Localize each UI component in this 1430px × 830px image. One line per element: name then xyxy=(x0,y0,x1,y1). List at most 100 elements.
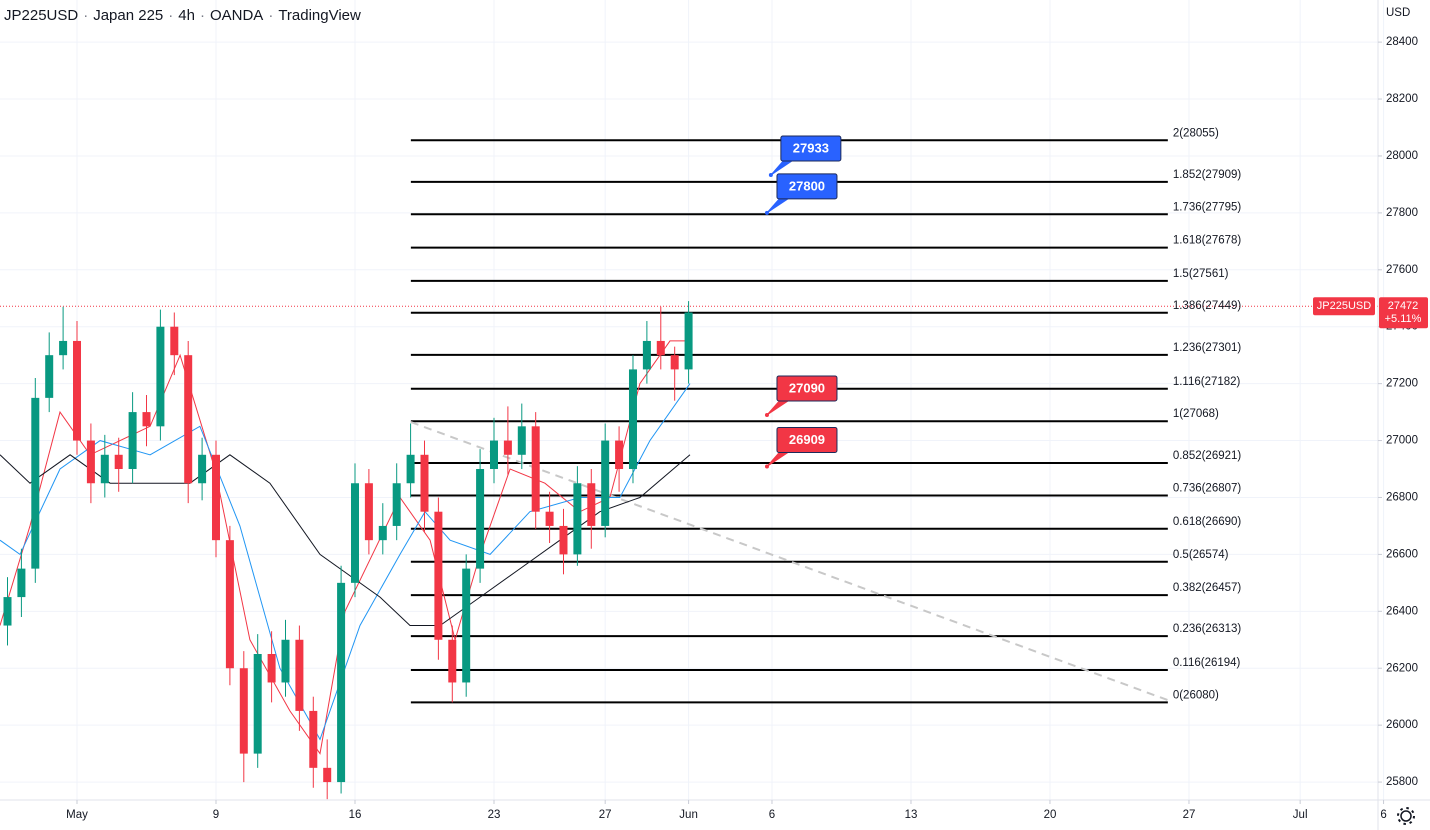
y-tick-label: 28400 xyxy=(1386,36,1418,48)
x-tick-label: 27 xyxy=(1183,809,1196,821)
fib-label: 1.386(27449) xyxy=(1173,300,1242,312)
callout-anchor xyxy=(768,173,773,178)
candle-body xyxy=(628,369,637,470)
candle-body xyxy=(128,412,137,470)
fib-label: 0.116(26194) xyxy=(1173,657,1241,669)
callout-box xyxy=(776,375,838,402)
y-tick-label: 26600 xyxy=(1386,548,1418,560)
y-tick-label: 28200 xyxy=(1386,93,1418,105)
candle-body xyxy=(142,412,151,427)
candle-body xyxy=(503,440,512,455)
y-tick-label: 25800 xyxy=(1386,776,1418,788)
y-tick-label: 27000 xyxy=(1386,435,1418,447)
x-tick-label: 16 xyxy=(349,809,362,821)
fib-label: 0.618(26690) xyxy=(1173,516,1242,528)
header-item: 4h xyxy=(178,7,195,24)
candle-body xyxy=(573,483,582,555)
candle-body xyxy=(476,469,485,569)
fib-label: 0.236(26313) xyxy=(1173,623,1242,635)
fib-label: 1.852(27909) xyxy=(1173,169,1242,181)
candle-body xyxy=(392,483,401,526)
candle-body xyxy=(239,668,248,754)
callout-anchor xyxy=(764,412,769,417)
callout-box xyxy=(776,426,838,453)
fib-label: 0.852(26921) xyxy=(1173,450,1242,462)
x-tick-label: May xyxy=(66,809,88,821)
fib-label: 1.116(27182) xyxy=(1173,376,1241,388)
candle-body xyxy=(156,326,165,427)
candle-body xyxy=(114,454,123,470)
candle-body xyxy=(198,454,207,484)
callout-label: 26909 xyxy=(789,432,825,447)
candle-body xyxy=(323,767,332,783)
candle-body xyxy=(670,355,679,370)
candle-body xyxy=(3,597,12,626)
y-tick-label: 27200 xyxy=(1386,378,1418,390)
currency-label: USD xyxy=(1386,7,1410,19)
last-price-label: 27472 xyxy=(1388,300,1419,312)
x-tick-label: 20 xyxy=(1044,809,1057,821)
chart-header: JP225USD · Japan 225 · 4h · OANDA · TradingView xyxy=(4,7,361,24)
header-item: JP225USD xyxy=(4,7,78,24)
fib-label: 1(27068) xyxy=(1173,408,1219,420)
x-tick-label: 23 xyxy=(488,809,501,821)
callout-box xyxy=(780,135,842,162)
y-tick-label: 26000 xyxy=(1386,719,1418,731)
fib-label: 0.736(26807) xyxy=(1173,483,1242,495)
candle-body xyxy=(253,654,262,754)
candle-body xyxy=(489,440,498,470)
plot: 2(28055) 1.852(27909) 1.736(27795) 1.618(27… xyxy=(0,127,1378,800)
settings-icon[interactable] xyxy=(1397,807,1415,825)
candle-body xyxy=(267,654,276,683)
fib-label: 1.618(27678) xyxy=(1173,235,1242,247)
candle-body xyxy=(73,340,82,441)
candle-body xyxy=(337,582,346,783)
candle-body xyxy=(309,710,318,768)
candle-body xyxy=(462,568,471,683)
x-tick-label: 9 xyxy=(213,809,219,821)
candle-body xyxy=(100,454,109,484)
candle-body xyxy=(420,454,429,512)
y-tick-label: 26200 xyxy=(1386,662,1418,674)
candle-body xyxy=(531,426,540,512)
axes: 2580026000262002640026600268002700027200… xyxy=(66,36,1428,821)
candle-body xyxy=(406,454,415,484)
candle-body xyxy=(587,483,596,526)
x-tick-label: Jul xyxy=(1293,809,1308,821)
header-separator: · xyxy=(83,7,88,24)
candle-body xyxy=(364,483,373,541)
settings-icon-teeth[interactable] xyxy=(1397,807,1415,825)
candle-body xyxy=(170,326,179,356)
y-tick-label: 27800 xyxy=(1386,207,1418,219)
candle-body xyxy=(350,483,359,583)
x-tick-label: 13 xyxy=(905,809,918,821)
fib-label: 1.736(27795) xyxy=(1173,201,1242,213)
symbol-label-box xyxy=(1313,297,1375,316)
candle-body xyxy=(31,397,40,569)
x-tick-label: 27 xyxy=(599,809,612,821)
candle-body xyxy=(211,454,220,541)
callout-label: 27800 xyxy=(789,178,825,193)
candle-body xyxy=(601,440,610,526)
candle-body xyxy=(684,312,693,370)
callout-box xyxy=(776,173,838,200)
candle-body xyxy=(378,525,387,541)
last-price-change: +5.11% xyxy=(1385,313,1422,325)
last-price-box xyxy=(1379,297,1428,329)
candle-body xyxy=(517,426,526,455)
callout-anchor xyxy=(764,464,769,469)
settings-icon-ring[interactable] xyxy=(1400,810,1412,822)
candle-body xyxy=(17,568,26,598)
candle-body xyxy=(295,639,304,711)
candle-body xyxy=(184,355,193,484)
fib-label: 2(28055) xyxy=(1173,127,1219,139)
callout-label: 27933 xyxy=(793,140,829,155)
header-separator: · xyxy=(268,7,273,24)
candle-body xyxy=(86,440,95,484)
fib-label: 0.5(26574) xyxy=(1173,549,1229,561)
y-tick-label: 26400 xyxy=(1386,605,1418,617)
candle-body xyxy=(434,511,443,640)
fib-label: 1.5(27561) xyxy=(1173,268,1229,280)
